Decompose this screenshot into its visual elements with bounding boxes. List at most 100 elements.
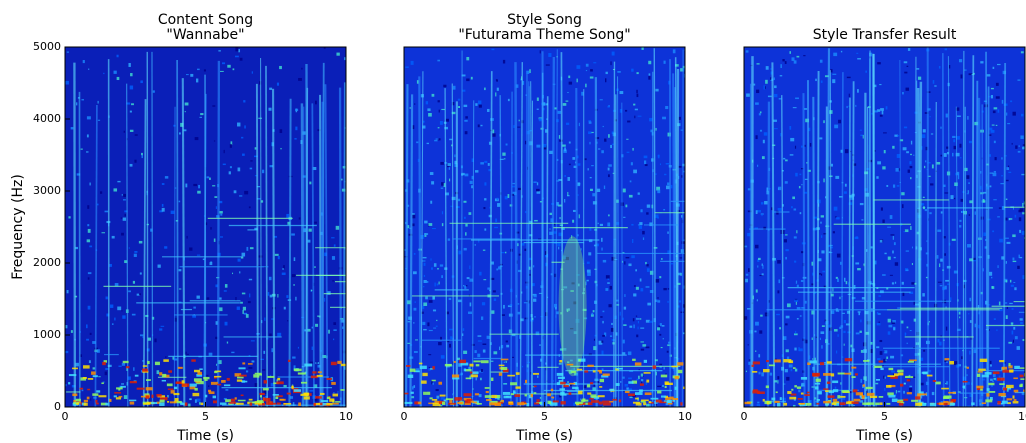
- texture: [109, 399, 111, 402]
- texture: [961, 199, 964, 202]
- texture: [135, 375, 139, 377]
- texture: [504, 158, 506, 159]
- texture: [755, 351, 756, 352]
- texture: [862, 403, 870, 405]
- texture: [889, 368, 894, 370]
- texture: [487, 287, 490, 289]
- texture: [946, 147, 948, 149]
- texture: [641, 379, 643, 381]
- texture: [871, 342, 873, 345]
- texture: [425, 297, 428, 300]
- texture: [959, 225, 961, 227]
- texture: [88, 306, 91, 310]
- texture: [134, 251, 137, 253]
- texture: [465, 131, 468, 134]
- texture: [248, 363, 253, 365]
- texture: [480, 378, 482, 381]
- texture: [466, 78, 469, 81]
- texture: [887, 375, 894, 377]
- texture: [959, 220, 961, 222]
- texture: [840, 402, 846, 405]
- texture: [523, 403, 526, 405]
- texture: [852, 81, 853, 407]
- texture: [601, 341, 603, 343]
- texture: [130, 130, 134, 132]
- texture: [761, 202, 763, 204]
- y-tick-label: 5000: [33, 40, 61, 53]
- texture: [940, 285, 943, 286]
- texture: [536, 399, 539, 402]
- texture: [194, 388, 197, 391]
- texture: [879, 396, 884, 398]
- texture: [778, 187, 781, 190]
- texture: [593, 310, 595, 312]
- texture: [648, 76, 650, 80]
- texture: [663, 338, 664, 339]
- texture: [680, 402, 682, 405]
- texture: [585, 84, 586, 88]
- texture: [207, 297, 210, 299]
- texture: [884, 253, 886, 254]
- texture: [807, 392, 810, 394]
- texture: [135, 134, 138, 135]
- texture: [937, 255, 939, 259]
- texture: [635, 109, 638, 111]
- texture: [438, 100, 440, 102]
- texture: [502, 314, 505, 316]
- texture: [877, 62, 881, 64]
- texture: [485, 387, 490, 389]
- y-axis-label: Frequency (Hz): [10, 174, 26, 280]
- texture: [922, 372, 928, 374]
- texture: [598, 401, 602, 404]
- texture: [828, 325, 830, 328]
- texture: [610, 335, 612, 337]
- texture: [590, 69, 593, 71]
- texture: [270, 295, 273, 298]
- texture: [316, 362, 317, 364]
- texture: [587, 384, 590, 387]
- x-tick-label: 10: [1018, 410, 1026, 423]
- texture: [415, 339, 418, 340]
- texture: [904, 383, 906, 385]
- texture: [333, 339, 334, 341]
- texture: [239, 375, 246, 377]
- texture: [516, 372, 520, 375]
- texture: [602, 311, 604, 313]
- texture: [644, 156, 648, 159]
- texture: [130, 164, 133, 167]
- texture: [761, 372, 764, 376]
- texture: [537, 109, 539, 110]
- texture: [903, 399, 908, 401]
- texture: [440, 337, 442, 340]
- texture: [912, 263, 913, 265]
- texture: [197, 372, 202, 375]
- texture: [989, 154, 991, 157]
- texture: [340, 389, 344, 391]
- texture: [263, 388, 269, 390]
- texture: [1007, 307, 1008, 309]
- texture: [785, 61, 787, 64]
- texture: [578, 163, 581, 165]
- texture: [251, 340, 255, 341]
- texture: [171, 211, 175, 214]
- texture: [827, 361, 832, 363]
- texture: [175, 398, 179, 401]
- texture: [760, 130, 762, 132]
- texture: [141, 153, 143, 155]
- texture: [817, 71, 818, 407]
- texture: [428, 223, 432, 226]
- texture: [770, 77, 771, 80]
- texture: [827, 382, 830, 384]
- texture: [625, 384, 628, 387]
- texture: [960, 157, 962, 158]
- texture: [957, 174, 959, 176]
- texture: [950, 403, 954, 406]
- texture: [608, 164, 612, 166]
- texture: [950, 297, 951, 300]
- x-axis-label: Time (s): [176, 428, 234, 443]
- texture: [235, 56, 239, 58]
- texture: [952, 153, 953, 157]
- texture: [998, 393, 1005, 396]
- texture: [463, 201, 466, 203]
- texture: [985, 372, 992, 375]
